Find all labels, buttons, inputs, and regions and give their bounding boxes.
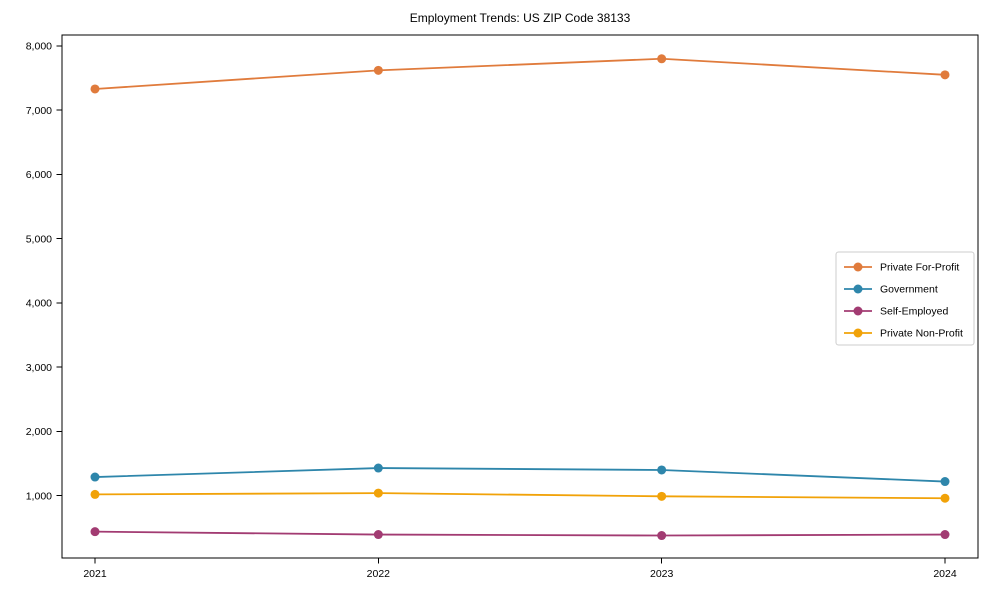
y-axis-tick-label: 4,000 — [26, 298, 52, 310]
legend-label: Private For-Profit — [880, 262, 959, 274]
series-line-private-for-profit — [94, 57, 946, 90]
legend-label: Private Non-Profit — [880, 328, 963, 340]
y-axis-tick-label: 7,000 — [26, 105, 52, 117]
legend-label: Government — [880, 284, 938, 296]
series-line-self-employed — [94, 530, 946, 537]
legend — [835, 251, 975, 346]
y-axis-tick-label: 8,000 — [26, 41, 52, 53]
legend-swatch-marker — [853, 306, 863, 316]
legend-label: Self-Employed — [880, 306, 948, 318]
y-axis-tick-label: 2,000 — [26, 426, 52, 438]
x-axis-tick-label: 2022 — [367, 568, 391, 580]
legend-swatch-marker — [853, 284, 863, 294]
data-point-self-employed — [657, 531, 667, 541]
data-point-government — [657, 465, 667, 475]
plot-area — [61, 34, 979, 559]
y-axis-tick-label: 3,000 — [26, 362, 52, 374]
data-point-private-for-profit — [373, 65, 383, 75]
data-point-private-for-profit — [657, 54, 667, 64]
data-point-private-for-profit — [940, 70, 950, 80]
data-point-government — [90, 472, 100, 482]
series-line-private-non-profit — [94, 492, 946, 500]
x-axis-tick-label: 2021 — [83, 568, 107, 580]
legend-swatch-marker — [853, 262, 863, 272]
legend-swatch-marker — [853, 328, 863, 338]
y-axis-tick-label: 1,000 — [26, 490, 52, 502]
series-line-government — [94, 467, 946, 483]
x-axis-tick-label: 2024 — [933, 568, 957, 580]
data-point-private-non-profit — [373, 488, 383, 498]
chart-title: Employment Trends: US ZIP Code 38133 — [410, 11, 631, 25]
plot-layer: 1,000 2,000 3,000 4,000 5,000 6,000 7,000 8,000… — [26, 34, 979, 580]
data-point-self-employed — [940, 530, 950, 540]
y-axis-tick-label: 5,000 — [26, 233, 52, 245]
data-point-private-for-profit — [90, 84, 100, 94]
data-point-private-non-profit — [940, 493, 950, 503]
data-point-self-employed — [90, 527, 100, 537]
data-point-private-non-profit — [657, 491, 667, 501]
x-axis-tick-label: 2023 — [650, 568, 674, 580]
y-axis-tick-label: 6,000 — [26, 169, 52, 181]
data-point-private-non-profit — [90, 489, 100, 499]
data-point-government — [373, 463, 383, 473]
data-point-government — [940, 477, 950, 487]
data-point-self-employed — [373, 530, 383, 540]
